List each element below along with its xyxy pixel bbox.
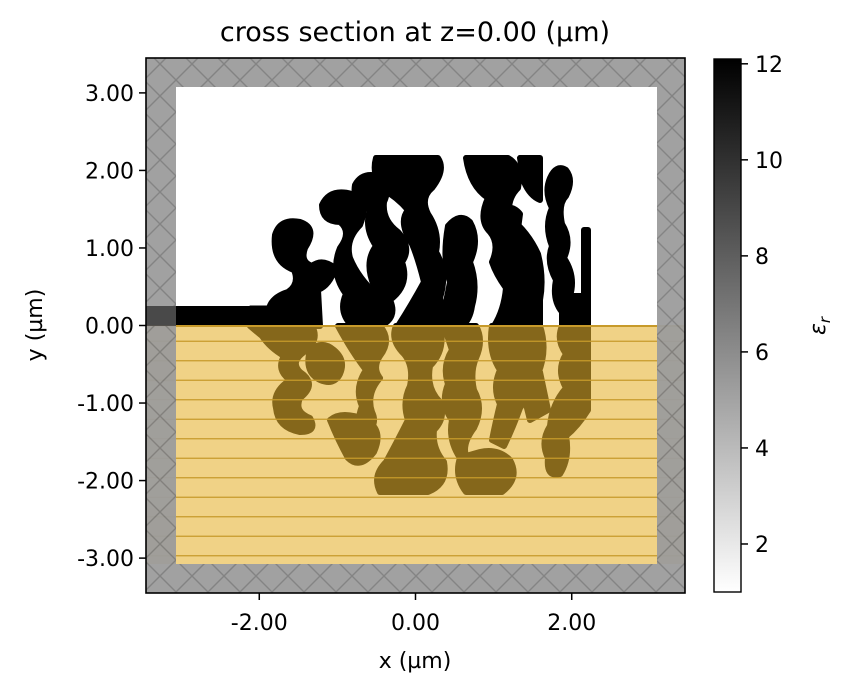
y-tick-label: -3.00 bbox=[77, 547, 134, 572]
y-axis: 3.00 2.00 1.00 0.00 -1.00 -2.00 -3.00 bbox=[77, 82, 146, 572]
colorbar-ticks: 2 4 6 8 10 12 bbox=[741, 53, 783, 558]
x-axis-label: x (µm) bbox=[379, 649, 452, 674]
design-blob-far-right bbox=[544, 165, 591, 329]
y-tick-label: 1.00 bbox=[85, 237, 134, 262]
colorbar-tick-label: 4 bbox=[755, 437, 769, 462]
colorbar-label-subscript: r bbox=[816, 316, 834, 323]
colorbar-tick-label: 12 bbox=[755, 53, 783, 78]
pml-top bbox=[146, 58, 685, 87]
colorbar-tick-label: 6 bbox=[755, 341, 769, 366]
x-tick-label: 2.00 bbox=[547, 611, 596, 636]
pml-right bbox=[657, 87, 685, 564]
x-axis: -2.00 0.00 2.00 bbox=[231, 593, 596, 636]
design-blob-center-right bbox=[437, 214, 478, 329]
colorbar-label: εr bbox=[806, 316, 834, 335]
y-axis-label: y (µm) bbox=[23, 289, 48, 362]
pml-boundary bbox=[146, 58, 685, 593]
y-tick-label: -1.00 bbox=[77, 392, 134, 417]
chart-title: cross section at z=0.00 (µm) bbox=[220, 17, 610, 48]
colorbar-gradient bbox=[713, 58, 742, 593]
y-tick-label: 3.00 bbox=[85, 82, 134, 107]
colorbar-tick-label: 10 bbox=[755, 149, 783, 174]
design-blob-upper-bridge bbox=[517, 155, 543, 203]
design-blob-right-neck bbox=[497, 204, 523, 273]
x-tick-label: 0.00 bbox=[391, 611, 440, 636]
colorbar-label-symbol: ε bbox=[806, 323, 831, 335]
pml-waveguide-overlap bbox=[146, 306, 176, 326]
colorbar: 2 4 6 8 10 12 εr bbox=[713, 53, 834, 593]
y-tick-label: 2.00 bbox=[85, 159, 134, 184]
colorbar-tick-label: 8 bbox=[755, 245, 769, 270]
pml-bottom bbox=[146, 564, 685, 593]
plot-area bbox=[146, 58, 685, 593]
y-tick-label: -2.00 bbox=[77, 470, 134, 495]
symmetry-overlay bbox=[146, 325, 685, 564]
symmetry-stripes bbox=[146, 326, 685, 564]
colorbar-tick-label: 2 bbox=[755, 533, 769, 558]
y-tick-label: 0.00 bbox=[85, 315, 134, 340]
x-tick-label: -2.00 bbox=[231, 611, 288, 636]
